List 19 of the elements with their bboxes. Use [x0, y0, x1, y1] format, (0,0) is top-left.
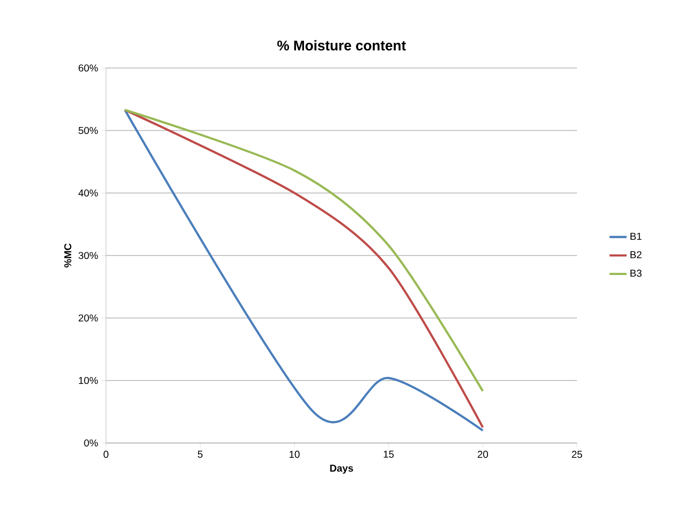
y-tick-label: 30%: [78, 252, 98, 260]
legend-label: B2: [630, 251, 642, 258]
x-tick-label: 10: [290, 450, 300, 458]
x-tick-label: 20: [478, 450, 488, 458]
legend-label: B3: [630, 270, 642, 277]
y-tick-label: 10%: [78, 376, 98, 384]
x-tick-label: 25: [572, 450, 582, 458]
y-axis-title: %MC: [64, 244, 72, 268]
x-tick-label: 0: [104, 450, 108, 458]
y-tick-label: 60%: [78, 64, 98, 72]
x-axis-title: Days: [330, 464, 354, 474]
y-tick-label: 20%: [78, 314, 98, 322]
y-tick-label: 0%: [84, 439, 98, 447]
x-tick-label: 15: [384, 450, 394, 458]
y-tick-label: 50%: [78, 126, 98, 134]
y-tick-label: 40%: [78, 189, 98, 197]
x-tick-label: 5: [198, 450, 203, 458]
legend-label: B1: [630, 232, 642, 240]
chart-title: % Moisture content: [277, 40, 406, 50]
